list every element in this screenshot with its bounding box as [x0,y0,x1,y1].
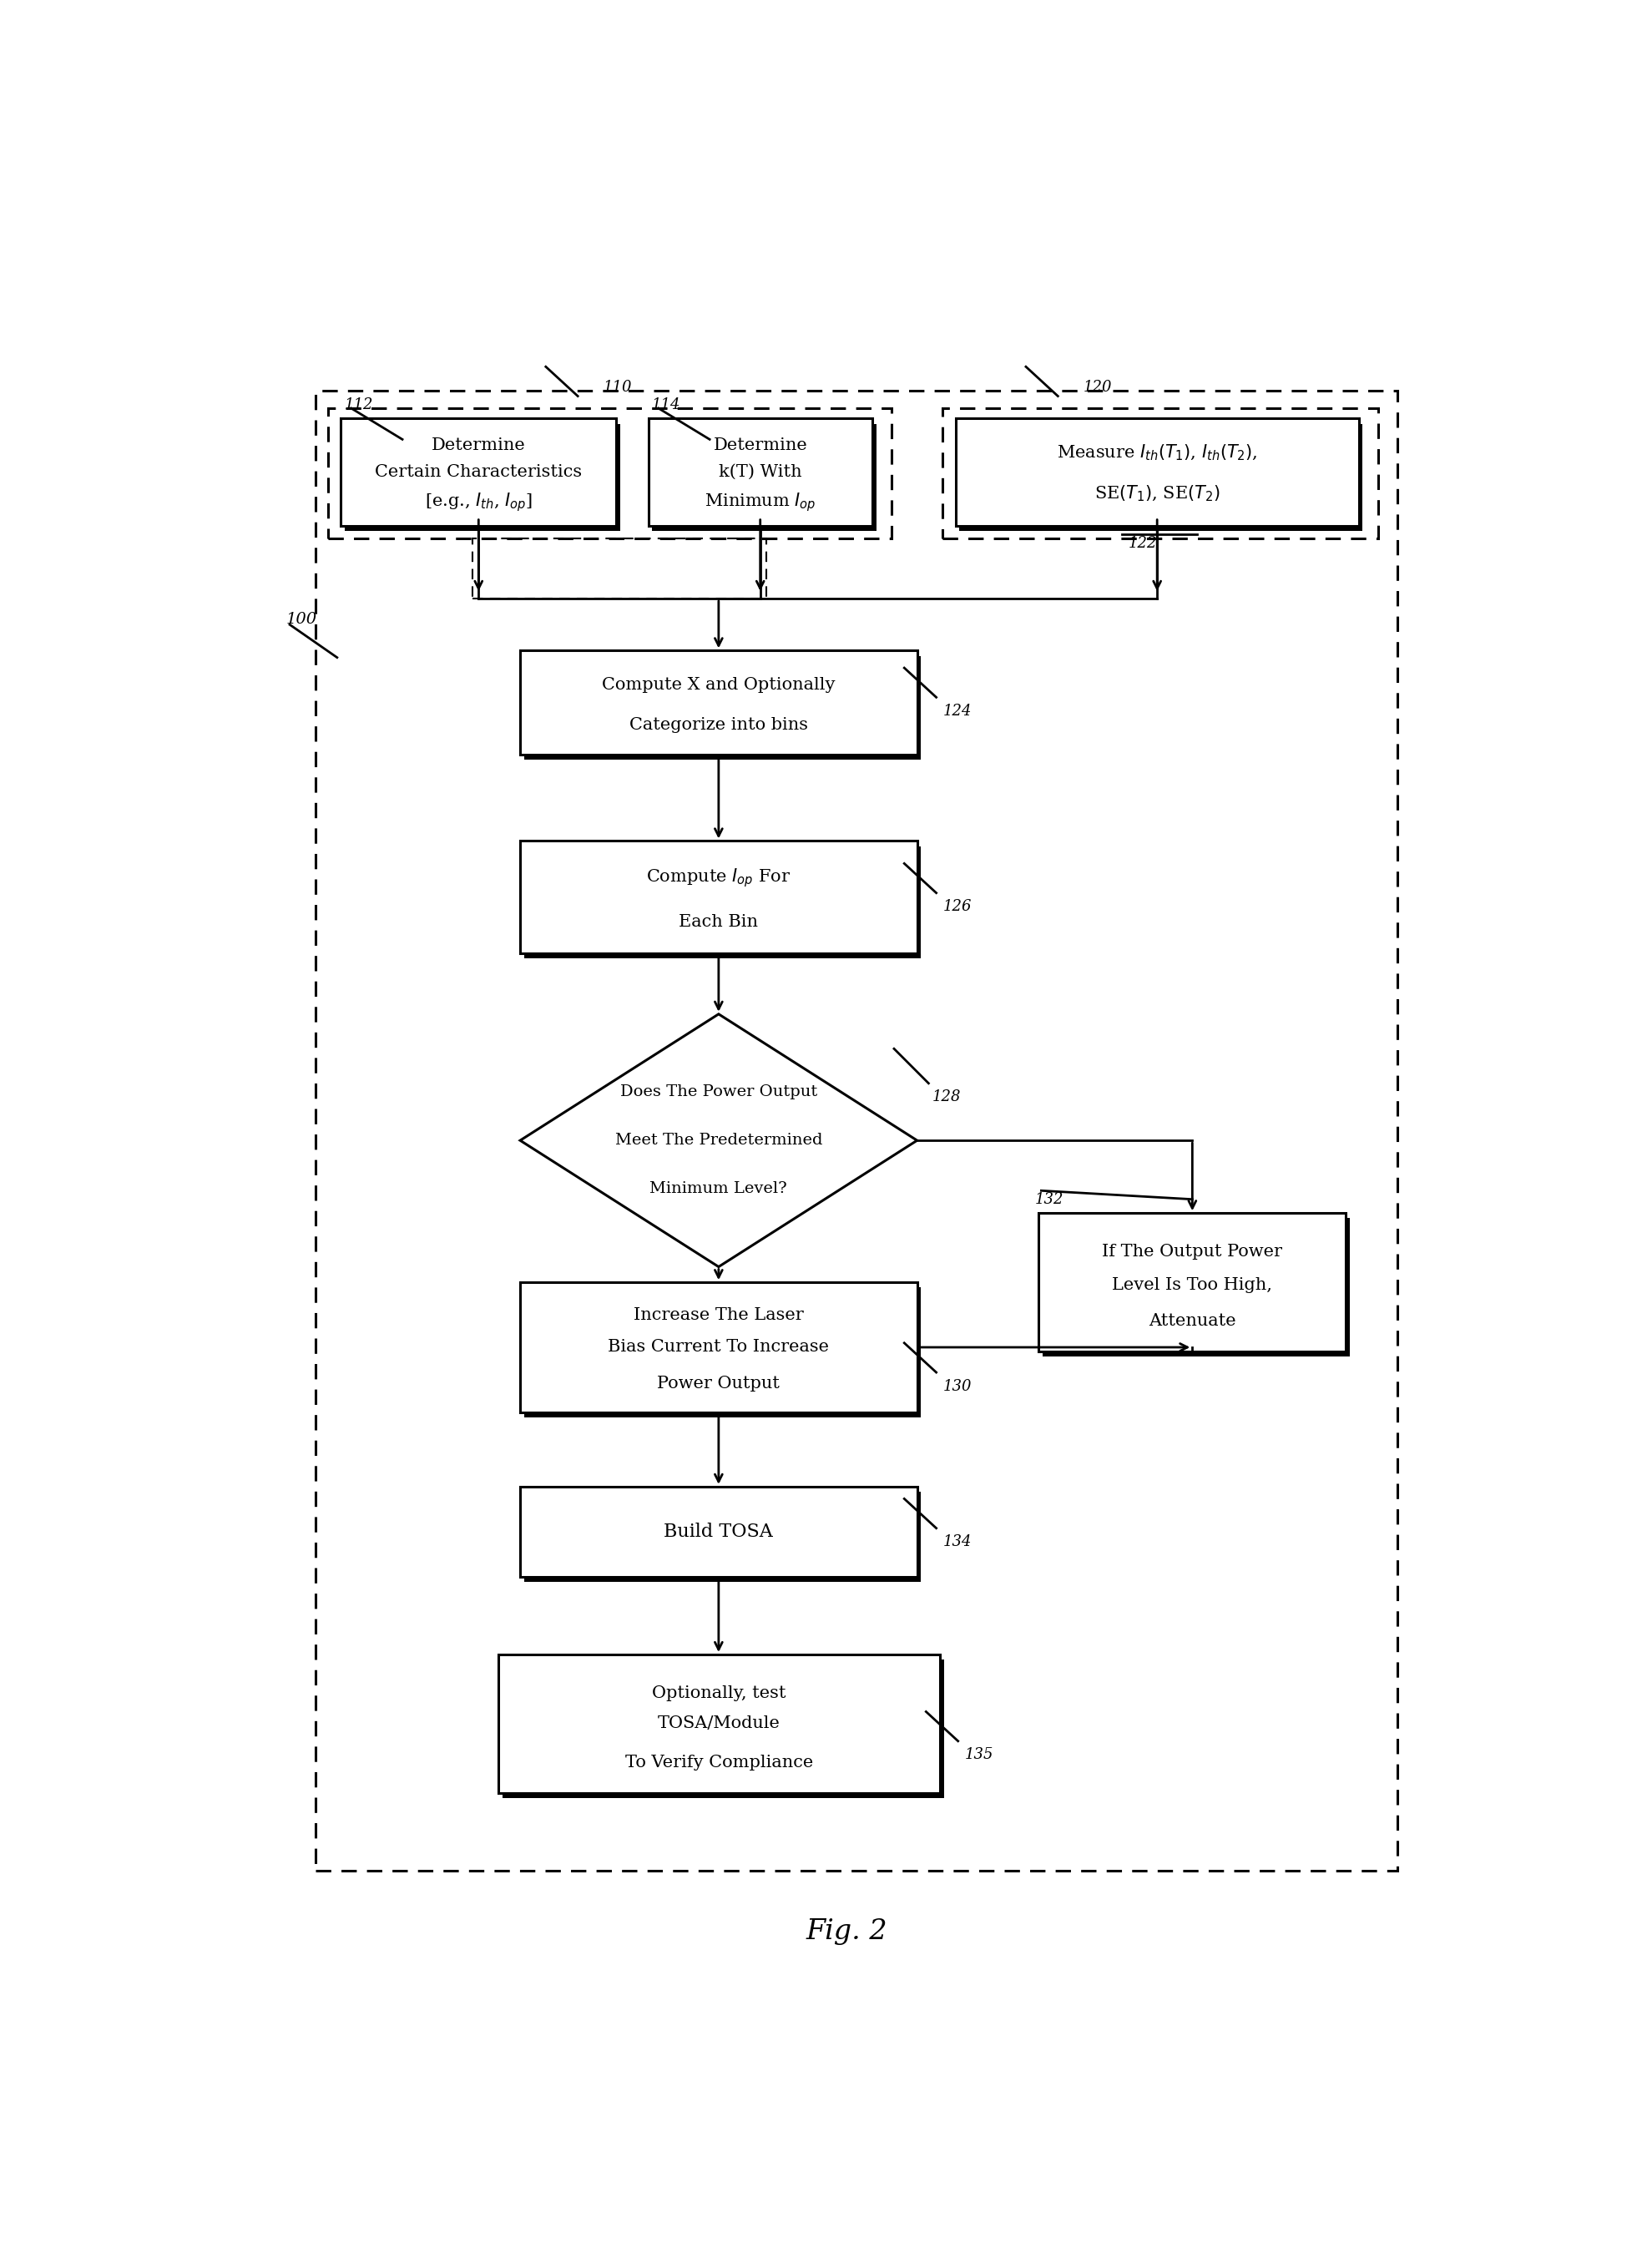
Bar [520,841,917,953]
Text: Attenuate: Attenuate [1148,1313,1236,1329]
Text: Does The Power Output: Does The Power Output [620,1084,818,1099]
Bar [524,1288,920,1418]
Bar [960,425,1363,531]
Bar [943,409,1378,537]
Text: If The Output Power: If The Output Power [1102,1243,1282,1259]
Text: 122: 122 [1128,535,1156,551]
Text: 110: 110 [603,380,633,396]
Polygon shape [520,1014,917,1268]
Bar [524,1493,920,1583]
Text: Bias Current To Increase: Bias Current To Increase [608,1340,829,1356]
Text: 134: 134 [943,1535,971,1549]
Text: To Verify Compliance: To Verify Compliance [624,1756,813,1771]
Text: TOSA/Module: TOSA/Module [657,1715,780,1731]
Text: 130: 130 [943,1378,971,1394]
Text: 135: 135 [965,1747,993,1762]
Text: Determine: Determine [714,438,808,454]
Text: Minimum Level?: Minimum Level? [649,1182,788,1196]
Bar [1039,1214,1346,1351]
Bar [502,1659,943,1798]
Text: 120: 120 [1084,380,1112,396]
Text: 126: 126 [943,899,971,915]
Text: 100: 100 [286,611,317,627]
Bar [340,418,616,526]
Text: k(T) With: k(T) With [719,465,801,481]
Bar [520,1281,917,1412]
Text: 124: 124 [943,704,971,719]
Bar [316,391,1398,1870]
Text: Build TOSA: Build TOSA [664,1522,773,1540]
Text: Power Output: Power Output [657,1376,780,1392]
Bar [524,656,920,760]
Text: Fig. 2: Fig. 2 [806,1918,887,1945]
Text: 128: 128 [932,1090,961,1104]
Text: Level Is Too High,: Level Is Too High, [1112,1277,1272,1293]
Bar [955,418,1358,526]
Bar [524,845,920,958]
Text: Measure $I_{th}(T_1)$, $I_{th}(T_2)$,: Measure $I_{th}(T_1)$, $I_{th}(T_2)$, [1057,443,1257,463]
Bar [653,425,876,531]
Text: Increase The Laser: Increase The Laser [634,1306,803,1322]
Bar [499,1655,940,1794]
Text: Compute X and Optionally: Compute X and Optionally [601,677,836,692]
Text: 112: 112 [345,398,373,411]
Text: Certain Characteristics: Certain Characteristics [375,465,582,481]
Text: 114: 114 [653,398,681,411]
Bar [520,650,917,755]
Text: Optionally, test: Optionally, test [653,1686,786,1702]
Text: Categorize into bins: Categorize into bins [629,717,808,733]
Bar [329,409,892,537]
Text: Meet The Predetermined: Meet The Predetermined [615,1133,823,1149]
Text: Each Bin: Each Bin [679,915,758,931]
Text: 132: 132 [1034,1191,1064,1207]
Text: Compute $I_{op}$ For: Compute $I_{op}$ For [646,868,791,890]
Text: [e.g., $I_{th}$, $I_{op}$]: [e.g., $I_{th}$, $I_{op}$] [425,490,532,513]
Bar [648,418,872,526]
Bar [345,425,620,531]
Bar [520,1486,917,1576]
Text: Minimum $I_{op}$: Minimum $I_{op}$ [704,490,816,513]
Bar [472,537,767,598]
Text: Determine: Determine [431,438,525,454]
Text: SE$(T_1)$, SE$(T_2)$: SE$(T_1)$, SE$(T_2)$ [1094,483,1219,504]
Bar [1042,1218,1350,1358]
